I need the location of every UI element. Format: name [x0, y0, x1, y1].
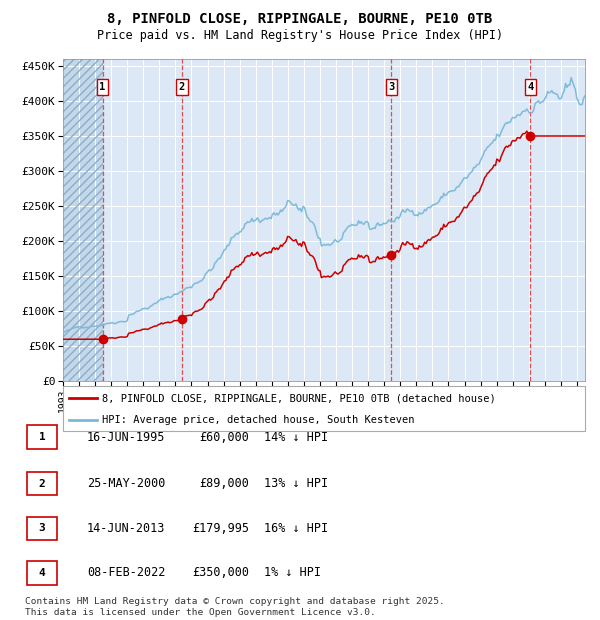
Text: Price paid vs. HM Land Registry's House Price Index (HPI): Price paid vs. HM Land Registry's House …	[97, 29, 503, 42]
Text: 14% ↓ HPI: 14% ↓ HPI	[264, 431, 328, 443]
FancyBboxPatch shape	[27, 425, 57, 449]
Text: 4: 4	[527, 82, 533, 92]
Text: 4: 4	[38, 568, 46, 578]
Text: 1% ↓ HPI: 1% ↓ HPI	[264, 567, 321, 579]
Text: £350,000: £350,000	[192, 567, 249, 579]
Bar	[63, 59, 103, 381]
Text: 2: 2	[179, 82, 185, 92]
Text: £179,995: £179,995	[192, 522, 249, 534]
Text: Contains HM Land Registry data © Crown copyright and database right 2025.
This d: Contains HM Land Registry data © Crown c…	[25, 598, 445, 617]
Text: 16% ↓ HPI: 16% ↓ HPI	[264, 522, 328, 534]
FancyBboxPatch shape	[63, 386, 585, 431]
Text: 25-MAY-2000: 25-MAY-2000	[87, 477, 166, 490]
Text: 1: 1	[38, 432, 46, 442]
Text: 8, PINFOLD CLOSE, RIPPINGALE, BOURNE, PE10 0TB: 8, PINFOLD CLOSE, RIPPINGALE, BOURNE, PE…	[107, 12, 493, 27]
Text: 16-JUN-1995: 16-JUN-1995	[87, 431, 166, 443]
FancyBboxPatch shape	[27, 516, 57, 540]
FancyBboxPatch shape	[27, 472, 57, 495]
Text: 13% ↓ HPI: 13% ↓ HPI	[264, 477, 328, 490]
Text: 2: 2	[38, 479, 46, 489]
Text: HPI: Average price, detached house, South Kesteven: HPI: Average price, detached house, Sout…	[102, 415, 415, 425]
Text: 08-FEB-2022: 08-FEB-2022	[87, 567, 166, 579]
Text: £60,000: £60,000	[199, 431, 249, 443]
Text: £89,000: £89,000	[199, 477, 249, 490]
Bar	[63, 59, 103, 381]
Text: 14-JUN-2013: 14-JUN-2013	[87, 522, 166, 534]
FancyBboxPatch shape	[27, 561, 57, 585]
Text: 3: 3	[38, 523, 46, 533]
Text: 1: 1	[100, 82, 106, 92]
Text: 8, PINFOLD CLOSE, RIPPINGALE, BOURNE, PE10 0TB (detached house): 8, PINFOLD CLOSE, RIPPINGALE, BOURNE, PE…	[102, 393, 496, 404]
Text: 3: 3	[388, 82, 395, 92]
